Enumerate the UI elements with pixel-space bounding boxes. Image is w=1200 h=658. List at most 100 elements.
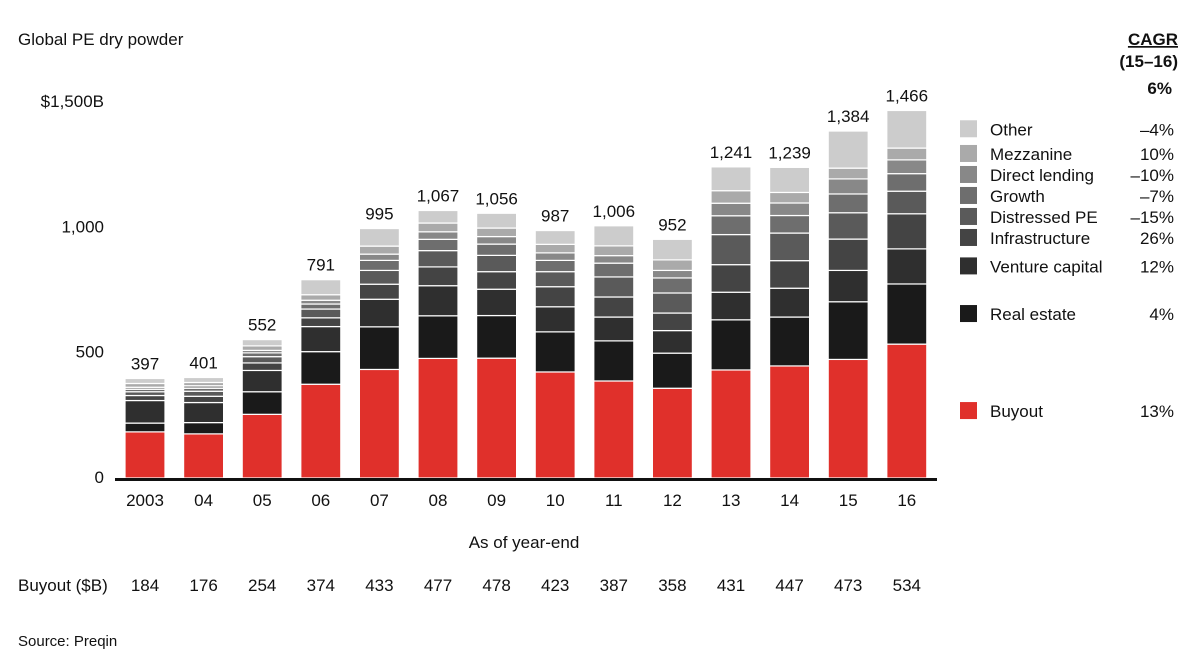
bar-segment-growth (476, 243, 518, 256)
x-tick-label: 14 (780, 491, 799, 510)
buyout-table-value: 534 (893, 576, 921, 595)
bar-segment-direct-lending (768, 202, 811, 217)
bar-segment-real-estate (827, 301, 869, 361)
bar-segment-direct-lending (593, 255, 635, 264)
buyout-table-value: 478 (482, 576, 510, 595)
bar-segment-buyout (476, 357, 518, 479)
legend-cagr: 12% (1140, 257, 1174, 276)
bar-segment-direct-lending (534, 252, 576, 261)
bar-segment-infrastructure (651, 312, 694, 332)
bar-segment-mezzanine (651, 259, 694, 272)
legend-swatch (960, 228, 977, 246)
bar-segment-distressed-pe (768, 232, 811, 262)
legend-swatch (960, 305, 977, 323)
bar-segment-distressed-pe (241, 356, 283, 364)
bar-segment-direct-lending (827, 178, 869, 195)
bar-segment-distressed-pe (534, 271, 576, 288)
buyout-table-value: 387 (600, 576, 628, 595)
bar-segment-real-estate (183, 421, 225, 435)
bar-segment-buyout (593, 380, 635, 479)
chart-title: Global PE dry powder (18, 30, 184, 49)
bar-total-label: 1,239 (768, 143, 811, 162)
bar-segment-venture-capital (886, 248, 928, 285)
legend-cagr: –10% (1131, 166, 1174, 185)
bar-total-label: 1,056 (475, 189, 518, 208)
bar-segment-buyout (827, 358, 869, 479)
legend-swatch (960, 144, 977, 162)
bar-segment-mezzanine (476, 227, 518, 238)
x-tick-label: 08 (429, 491, 448, 510)
bar-segment-infrastructure (534, 286, 576, 308)
bar-segment-real-estate (768, 316, 811, 367)
legend-label: Infrastructure (990, 229, 1090, 248)
bar-segment-growth (710, 215, 752, 236)
y-tick-label: 0 (95, 468, 104, 487)
buyout-table-value: 176 (189, 576, 217, 595)
bar-segment-infrastructure (710, 264, 752, 293)
legend-swatch (960, 257, 977, 275)
y-tick-label: 500 (76, 343, 104, 362)
bar-segment-other (476, 212, 518, 229)
legend-swatch (960, 207, 977, 225)
x-tick-label: 06 (311, 491, 330, 510)
bar-segment-direct-lending (417, 231, 459, 240)
legend-label: Other (990, 120, 1033, 139)
bar-segment-buyout (651, 387, 694, 479)
x-tick-label: 04 (194, 491, 213, 510)
bar-segment-growth (827, 193, 869, 214)
bar-segment-mezzanine (534, 243, 576, 254)
bar-total-label: 1,384 (827, 107, 870, 126)
buyout-table-value: 254 (248, 576, 276, 595)
bar-total-label: 995 (365, 205, 393, 224)
buyout-table-value: 473 (834, 576, 862, 595)
bar-total-label: 987 (541, 207, 569, 226)
bar-segment-direct-lending (358, 253, 400, 261)
legend-swatch (960, 120, 977, 138)
bar-segment-buyout (768, 365, 811, 479)
bar-segment-mezzanine (768, 191, 811, 204)
x-tick-label: 07 (370, 491, 389, 510)
x-tick-label: 11 (605, 491, 623, 510)
bar-segment-mezzanine (241, 345, 283, 351)
bar-segment-other (183, 376, 225, 384)
bar-segment-real-estate (534, 331, 576, 373)
x-axis: 2003 04 05 06 07 08 09 10 11 12 13 14 15 16 (115, 478, 937, 510)
bar-segment-other (768, 166, 811, 194)
bar-segment-direct-lending (886, 159, 928, 175)
bar-total-label: 552 (248, 316, 276, 335)
bar-segment-other (417, 209, 459, 224)
bar-total-label: 1,067 (417, 187, 460, 206)
bar-segment-mezzanine (710, 190, 752, 204)
bar-segment-other (358, 227, 400, 247)
bar-segment-real-estate (651, 352, 694, 389)
bar-segment-growth (593, 262, 635, 278)
bar-segment-direct-lending (710, 202, 752, 217)
bar-segment-infrastructure (886, 213, 928, 250)
legend-cagr: –7% (1140, 187, 1174, 206)
bar-segment-distressed-pe (300, 308, 342, 319)
bar-segment-distressed-pe (651, 292, 694, 314)
legend-swatch (960, 165, 977, 183)
bar-segment-venture-capital (768, 287, 811, 318)
buyout-table-value: 477 (424, 576, 452, 595)
legend-total-cagr: 6% (1147, 79, 1172, 98)
y-tick-label: $1,500B (41, 92, 104, 111)
buyout-table: 184 176 254 374 433 477 478 423 387 358 431 447 473 5… (131, 576, 921, 595)
bar-segment-infrastructure (593, 296, 635, 318)
bar-segment-infrastructure (827, 238, 869, 272)
legend-cagr: 4% (1149, 305, 1174, 324)
y-tick-label: 1,000 (61, 217, 104, 236)
x-tick-label: 15 (839, 491, 858, 510)
legend-cagr: 13% (1140, 402, 1174, 421)
bar-segment-real-estate (417, 315, 459, 360)
bar-segment-infrastructure (183, 395, 225, 404)
x-tick-label: 13 (722, 491, 741, 510)
buyout-table-value: 358 (658, 576, 686, 595)
legend: CAGR (15–16) 6% Buyout 13% Real estate 4% Ventu… (960, 30, 1178, 421)
bar-segment-other (300, 279, 342, 296)
x-tick-label: 10 (546, 491, 565, 510)
bar-segment-direct-lending (651, 269, 694, 279)
bar-segment-direct-lending (476, 235, 518, 245)
bars: 397 401 552 791 995 1,067 1,056 987 1,006 952 1,24… (124, 86, 928, 479)
bar-segment-growth (358, 259, 400, 272)
